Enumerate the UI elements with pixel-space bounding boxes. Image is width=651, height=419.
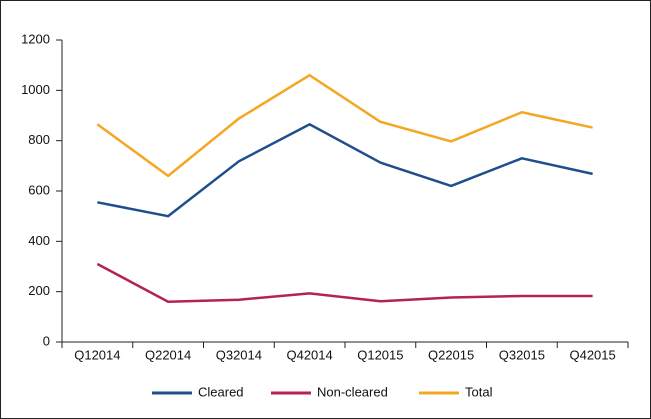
y-tick-label: 1000 [21, 82, 50, 97]
y-tick-label: 0 [43, 333, 50, 348]
x-tick-label: Q42014 [286, 347, 332, 362]
y-tick-label: 200 [28, 283, 50, 298]
x-tick-label: Q32014 [216, 347, 262, 362]
series-line [96, 73, 593, 178]
y-tick-label: 400 [28, 233, 50, 248]
y-tick-label: 600 [28, 182, 50, 197]
x-tick-label: Q42015 [569, 347, 615, 362]
legend-label: Cleared [198, 384, 244, 399]
x-tick-label: Q32015 [499, 347, 545, 362]
x-tick-label: Q12015 [357, 347, 403, 362]
legend-label: Total [465, 384, 493, 399]
x-tick-label: Q22015 [428, 347, 474, 362]
x-tick-label: Q12014 [74, 347, 120, 362]
legend-label: Non-cleared [317, 384, 388, 399]
y-tick-label: 800 [28, 132, 50, 147]
y-tick-label: 1200 [21, 31, 50, 46]
series-line [96, 262, 593, 303]
x-tick-label: Q22014 [145, 347, 191, 362]
series-line [97, 123, 593, 218]
